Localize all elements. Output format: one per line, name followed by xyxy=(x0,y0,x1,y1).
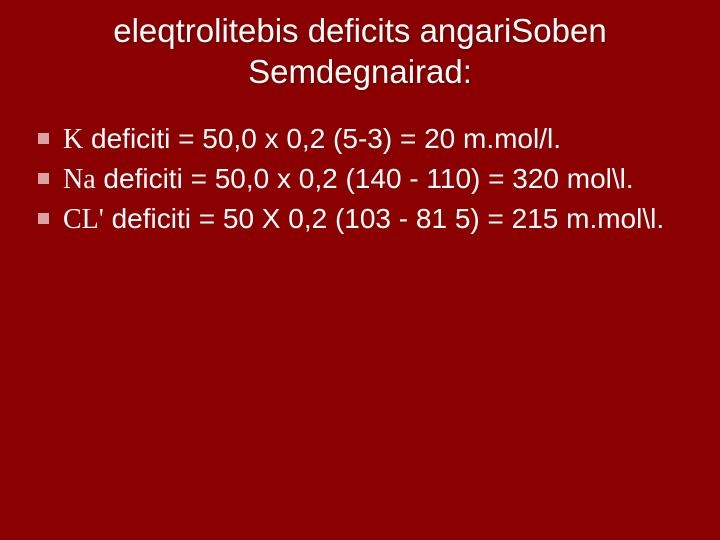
slide: eleqtrolitebis deficits angariSoben Semd… xyxy=(0,0,720,540)
element-symbol: Na xyxy=(63,164,96,195)
slide-content: K deficiti = 50,0 x 0,2 (5-3) = 20 m.mol… xyxy=(30,121,690,237)
item-text: Na deficiti = 50,0 x 0,2 (140 - 110) = 3… xyxy=(63,161,634,197)
bullet-square-icon xyxy=(38,213,49,224)
slide-title: eleqtrolitebis deficits angariSoben Semd… xyxy=(30,10,690,93)
element-symbol: K xyxy=(63,124,83,155)
item-text: K deficiti = 50,0 x 0,2 (5-3) = 20 m.mol… xyxy=(63,121,561,157)
item-body: deficiti = 50,0 x 0,2 (140 - 110) = 320 … xyxy=(96,163,634,194)
element-symbol: CL' xyxy=(63,204,104,235)
item-body: deficiti = 50 X 0,2 (103 - 81 5) = 215 m… xyxy=(104,203,664,234)
bullet-square-icon xyxy=(38,133,49,144)
item-body: deficiti = 50,0 x 0,2 (5-3) = 20 m.mol/l… xyxy=(83,123,561,154)
list-item: K deficiti = 50,0 x 0,2 (5-3) = 20 m.mol… xyxy=(38,121,680,157)
bullet-square-icon xyxy=(38,173,49,184)
item-text: CL' deficiti = 50 X 0,2 (103 - 81 5) = 2… xyxy=(63,201,664,237)
list-item: CL' deficiti = 50 X 0,2 (103 - 81 5) = 2… xyxy=(38,201,680,237)
list-item: Na deficiti = 50,0 x 0,2 (140 - 110) = 3… xyxy=(38,161,680,197)
